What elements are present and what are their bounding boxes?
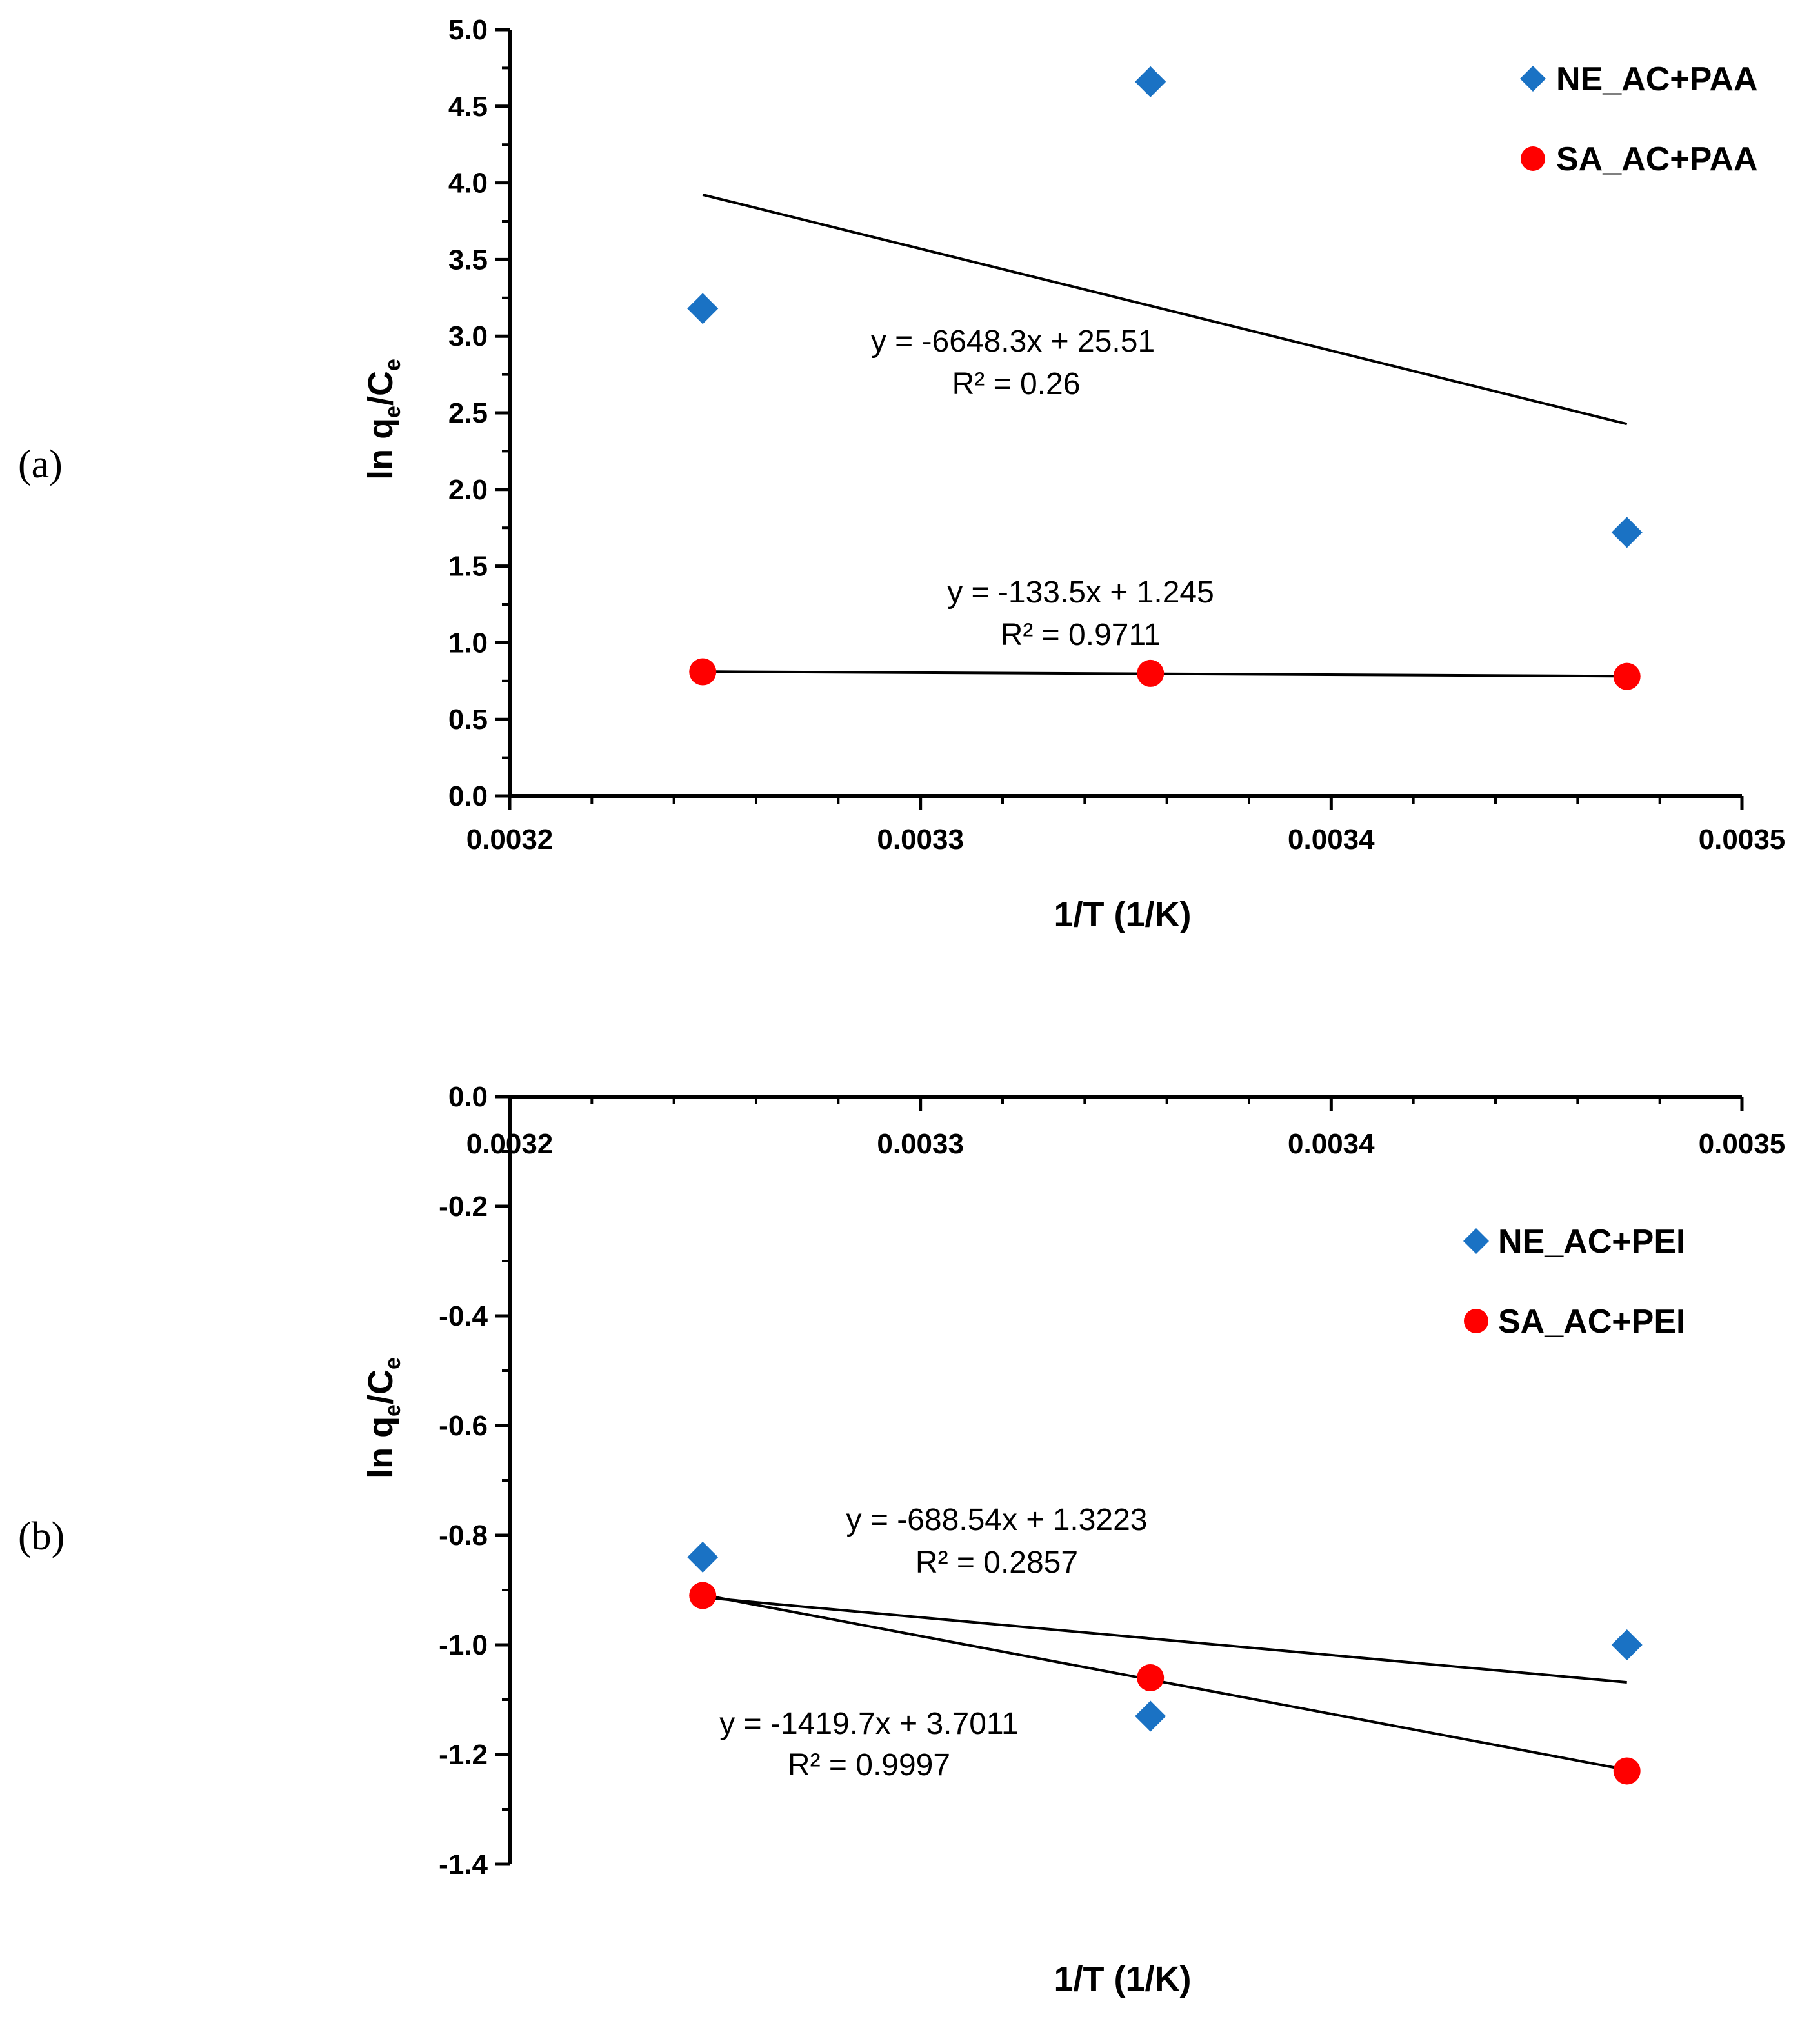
chart-b-trendlines — [702, 1593, 1628, 1771]
chart-b-ne-r2: R² = 0.2857 — [915, 1546, 1078, 1580]
x-tick-label: 0.0034 — [1288, 1128, 1375, 1160]
chart-a-legend: NE_AC+PAA SA_AC+PAA — [1520, 61, 1758, 178]
chart-a-sa-r2: R² = 0.9711 — [1001, 618, 1161, 652]
data-point-sa-ac-paa — [1137, 659, 1165, 687]
chart-a-sa-equation: y = -133.5x + 1.245 — [947, 575, 1214, 610]
legend-a-sa-label: SA_AC+PAA — [1556, 141, 1758, 178]
data-point-ne-ac-pei — [1611, 1629, 1643, 1660]
y-tick-label: -0.4 — [439, 1300, 488, 1332]
data-point-ne-ac-paa — [1135, 66, 1166, 97]
x-tick-label: 0.0035 — [1699, 824, 1786, 855]
chart-a-x-axis-title: 1/T (1/K) — [1054, 895, 1191, 934]
y-tick-label: -1.4 — [439, 1849, 488, 1880]
chart-b-points — [687, 1542, 1643, 1785]
chart-b-ne-equation: y = -688.54x + 1.3223 — [846, 1503, 1147, 1537]
data-point-sa-ac-pei — [689, 1582, 717, 1609]
data-point-sa-ac-pei — [1613, 1757, 1641, 1785]
chart-a-ne-r2: R² = 0.26 — [952, 367, 1081, 401]
chart-a-points — [687, 66, 1643, 690]
legend-b-ne-marker — [1463, 1228, 1489, 1254]
x-tick-label: 0.0033 — [877, 1128, 964, 1160]
y-tick-label: 2.5 — [448, 397, 488, 429]
chart-a-tick-labels: 5.0 4.5 4.0 3.5 3.0 2.5 2.0 1.5 1.0 0.5 0.0 0.0032 0… — [448, 14, 1785, 855]
chart-panel-a: (a) 5.0 4.5 4.0 3.5 3.0 2.5 2.0 1.5 1.0 0.5 0.0 0.0… — [18, 14, 1785, 934]
trendline-sa-ac-pei — [702, 1593, 1628, 1771]
y-tick-label: 4.5 — [448, 91, 488, 123]
legend-a-ne-marker — [1520, 66, 1546, 92]
y-tick-label: 5.0 — [448, 14, 488, 46]
x-tick-label: 0.0032 — [466, 824, 554, 855]
y-tick-label: 3.0 — [448, 321, 488, 352]
x-tick-label: 0.0033 — [877, 824, 964, 855]
legend-b-ne-label: NE_AC+PEI — [1498, 1223, 1685, 1260]
data-point-ne-ac-pei — [687, 1542, 719, 1573]
y-tick-label: -0.2 — [439, 1191, 488, 1222]
y-tick-label: 1.5 — [448, 551, 488, 582]
chart-b-tick-labels: 0.0 -0.2 -0.4 -0.6 -0.8 -1.0 -1.2 -1.4 0.0032 0.0… — [439, 1081, 1785, 1880]
y-tick-label: -1.2 — [439, 1739, 488, 1771]
y-tick-label: 4.0 — [448, 168, 488, 199]
y-tick-label: 3.5 — [448, 244, 488, 275]
chart-b-sa-equation: y = -1419.7x + 3.7011 — [719, 1707, 1018, 1741]
legend-a-sa-marker — [1521, 146, 1545, 171]
panel-label-a: (a) — [18, 443, 63, 486]
legend-b-sa-label: SA_AC+PEI — [1498, 1303, 1685, 1340]
chart-b-y-axis-title: ln qe/Ce — [361, 1357, 405, 1478]
chart-b-legend: NE_AC+PEI SA_AC+PEI — [1463, 1223, 1685, 1340]
trendline-ne-ac-pei — [703, 1596, 1627, 1684]
chart-b-sa-r2: R² = 0.9997 — [788, 1748, 950, 1782]
y-tick-label: 0.0 — [448, 781, 488, 812]
panel-label-b: (b) — [18, 1515, 65, 1558]
y-tick-label: -1.0 — [439, 1629, 488, 1661]
y-tick-label: 2.0 — [448, 474, 488, 506]
chart-b-axes — [495, 1095, 1744, 1866]
y-tick-label: -0.6 — [439, 1410, 488, 1442]
data-point-sa-ac-paa — [1613, 662, 1641, 690]
x-tick-label: 0.0034 — [1288, 824, 1375, 855]
data-point-ne-ac-pei — [1135, 1700, 1166, 1732]
trendline-ne-ac-paa — [702, 193, 1628, 426]
x-tick-label: 0.0035 — [1699, 1128, 1786, 1160]
y-tick-label: 0.0 — [448, 1081, 488, 1113]
legend-a-ne-label: NE_AC+PAA — [1556, 61, 1758, 98]
y-tick-label: -0.8 — [439, 1520, 488, 1551]
data-point-ne-ac-paa — [687, 293, 719, 324]
chart-b-x-axis-title: 1/T (1/K) — [1054, 1960, 1191, 1998]
legend-b-sa-marker — [1464, 1309, 1488, 1333]
chart-a-y-axis-title: ln qe/Ce — [361, 359, 405, 480]
chart-a-axes — [495, 28, 1744, 810]
y-tick-label: 1.0 — [448, 627, 488, 659]
data-point-sa-ac-pei — [1137, 1664, 1165, 1691]
chart-a-ne-equation: y = -6648.3x + 25.51 — [871, 324, 1155, 359]
x-tick-label: 0.0032 — [466, 1128, 554, 1160]
data-point-ne-ac-paa — [1611, 517, 1643, 548]
chart-a-trendlines — [702, 193, 1628, 678]
y-tick-label: 0.5 — [448, 704, 488, 735]
chart-panel-b: (b) 0.0 -0.2 -0.4 -0.6 -0.8 -1.0 -1.2 -1.4 0.003… — [18, 1081, 1785, 1998]
trendline-sa-ac-paa — [703, 670, 1627, 678]
data-point-sa-ac-paa — [689, 658, 717, 686]
